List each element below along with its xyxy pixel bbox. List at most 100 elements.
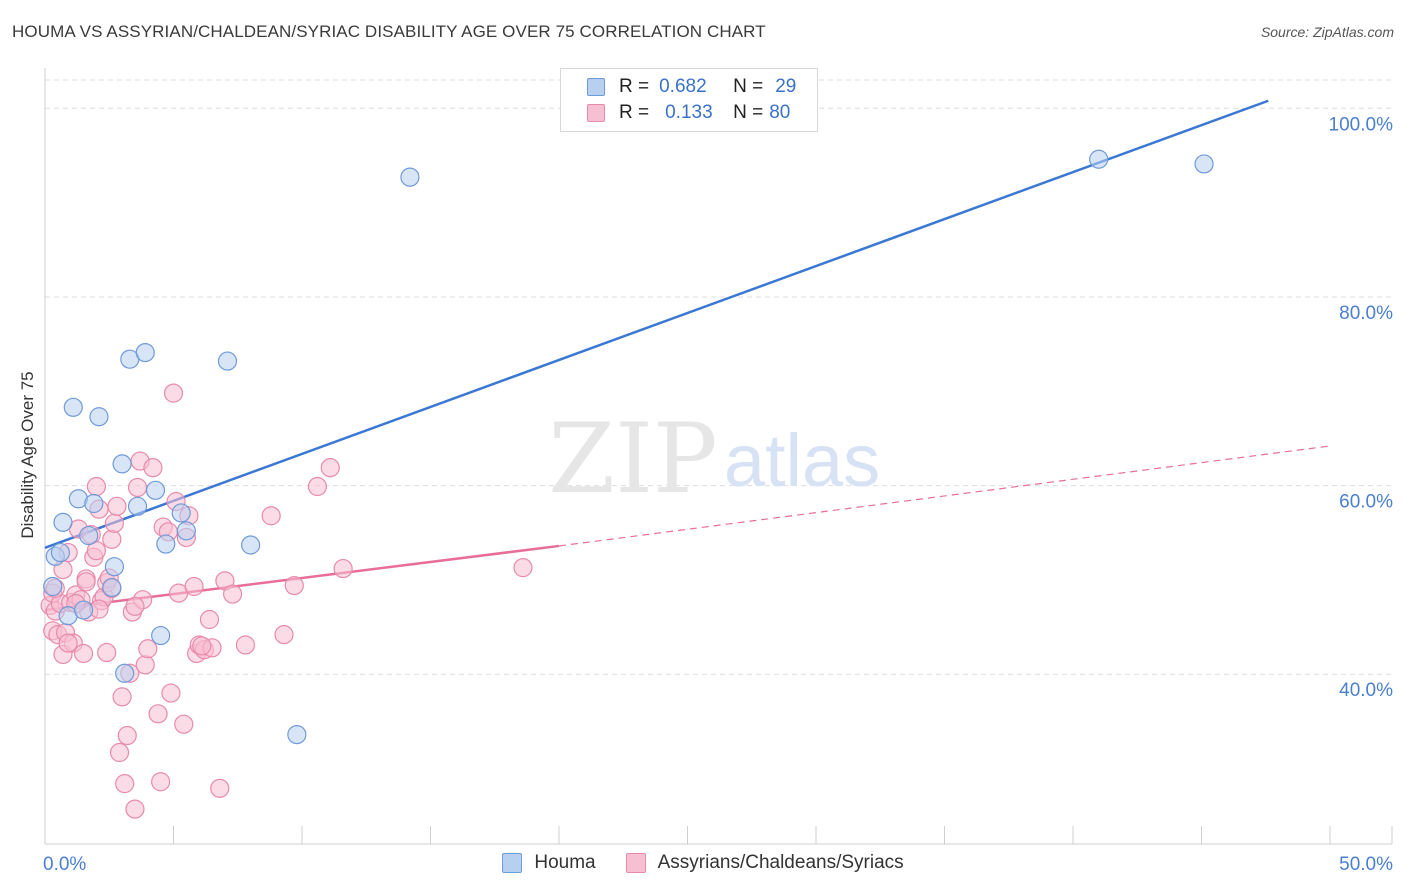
assyrian-point — [274, 625, 294, 645]
series-legend: Houma Assyrians/Chaldeans/Syriacs — [0, 852, 1406, 874]
legend-row-houma: R = 0.682 N = 29 — [587, 75, 796, 99]
houma-point — [53, 512, 73, 532]
assyrian-point — [161, 683, 181, 703]
assyrian-point — [151, 772, 171, 792]
assyrian-point — [148, 704, 168, 724]
legend-r-label: R = — [619, 102, 650, 123]
assyrian-point — [86, 541, 107, 561]
assyrian-point — [115, 774, 135, 794]
assyrian-point — [58, 633, 78, 653]
houma-point — [217, 351, 238, 371]
series-label-houma: Houma — [534, 852, 596, 873]
assyrian-point — [109, 742, 130, 763]
assyrian-point — [210, 778, 230, 798]
series-legend-houma: Houma — [502, 852, 596, 874]
houma-point — [115, 663, 135, 683]
legend-r-value: 0.133 — [665, 102, 713, 123]
assyrian-point — [163, 383, 184, 403]
assyrian-point — [184, 576, 204, 597]
houma-point — [102, 577, 122, 598]
assyrian-point — [223, 584, 243, 604]
axes — [44, 68, 1393, 845]
houma-point — [112, 454, 132, 474]
legend-n-value: 80 — [769, 102, 791, 123]
houma-point — [1194, 154, 1214, 174]
assyrian-point — [199, 609, 220, 630]
y-tick-label: 40.0% — [1339, 680, 1393, 701]
series-swatch-houma — [502, 853, 523, 873]
series-swatch-assyrians — [625, 853, 646, 873]
legend-swatch-assyrians — [587, 104, 605, 122]
assyrian-point — [192, 636, 212, 656]
legend-n-label: N = — [733, 76, 764, 97]
assyrian-point — [138, 639, 158, 659]
axis-labels: 40.0% 60.0% 80.0% 100.0% 0.0% 50.0% Disability… — [18, 114, 1393, 875]
houma-point — [127, 496, 148, 516]
assyrian-point — [86, 476, 107, 497]
assyrian-point — [76, 572, 96, 592]
assyrian-point — [112, 687, 132, 707]
assyrian-point — [307, 476, 328, 497]
houma-trend-line — [44, 99, 1269, 550]
x-tick-label: 0.0% — [43, 854, 86, 875]
houma-point — [104, 557, 124, 577]
assyrian-point — [73, 643, 94, 664]
assyrian-point — [174, 714, 194, 734]
assyrian-point — [284, 575, 304, 596]
houma-point — [73, 600, 94, 620]
series-legend-assyrians: Assyrians/Chaldeans/Syriacs — [625, 852, 904, 874]
houma-point — [43, 576, 63, 597]
trend-lines — [44, 99, 1331, 612]
assyrian-point — [143, 458, 163, 478]
watermark-atlas: atlas — [724, 419, 880, 502]
stats-legend: R = 0.682 N = 29 R = 0.133 N = 80 — [560, 68, 818, 132]
houma-point — [50, 542, 71, 563]
chart-title: HOUMA VS ASSYRIAN/CHALDEAN/SYRIAC DISABI… — [12, 22, 766, 41]
assyrian-point — [135, 655, 155, 675]
y-tick-label: 100.0% — [1329, 114, 1394, 135]
assyrian-point — [125, 799, 145, 819]
assyrian-point — [235, 635, 256, 655]
legend-swatch-houma — [587, 78, 605, 96]
houma-point — [400, 167, 420, 187]
houma-point — [241, 535, 261, 555]
houma-point — [287, 724, 307, 745]
assyrian-point — [107, 496, 127, 516]
houma-point — [1089, 149, 1109, 169]
source-label: Source: ZipAtlas.com — [1260, 24, 1394, 40]
houma-point — [79, 525, 99, 546]
legend-r-value: 0.682 — [659, 76, 707, 97]
houma-point — [176, 521, 196, 541]
watermark-zip: ZIP — [548, 403, 717, 515]
assyrian-point — [97, 642, 117, 663]
y-axis-title: Disability Age Over 75 — [18, 371, 37, 538]
houma-point — [145, 480, 166, 500]
houma-point — [135, 342, 155, 363]
legend-n-label: N = — [733, 102, 764, 123]
series-label-assyrians: Assyrians/Chaldeans/Syriacs — [657, 852, 904, 873]
legend-n-value: 29 — [775, 76, 797, 97]
legend-row-assyrians: R = 0.133 N = 80 — [587, 101, 790, 125]
assyrian-point — [261, 506, 281, 526]
houma-point — [156, 534, 176, 554]
houma-point — [151, 625, 171, 646]
houma-point — [84, 493, 104, 514]
assyrian-point — [117, 725, 137, 746]
data-points — [40, 149, 1214, 819]
houma-point — [171, 503, 191, 523]
legend-r-label: R = — [619, 76, 650, 97]
assyrian-point — [102, 529, 122, 549]
houma-point — [63, 397, 83, 417]
x-tick-label: 50.0% — [1339, 854, 1393, 875]
assyrian-point — [320, 458, 340, 478]
assyrian-trend-extension — [558, 445, 1331, 547]
houma-point — [89, 407, 109, 427]
y-tick-label: 60.0% — [1339, 492, 1393, 513]
assyrian-point — [125, 596, 145, 616]
assyrian-point — [333, 558, 353, 579]
assyrian-point — [513, 558, 533, 578]
y-tick-label: 80.0% — [1339, 303, 1393, 324]
assyrian-point — [127, 477, 148, 498]
assyrian-point — [104, 513, 124, 533]
